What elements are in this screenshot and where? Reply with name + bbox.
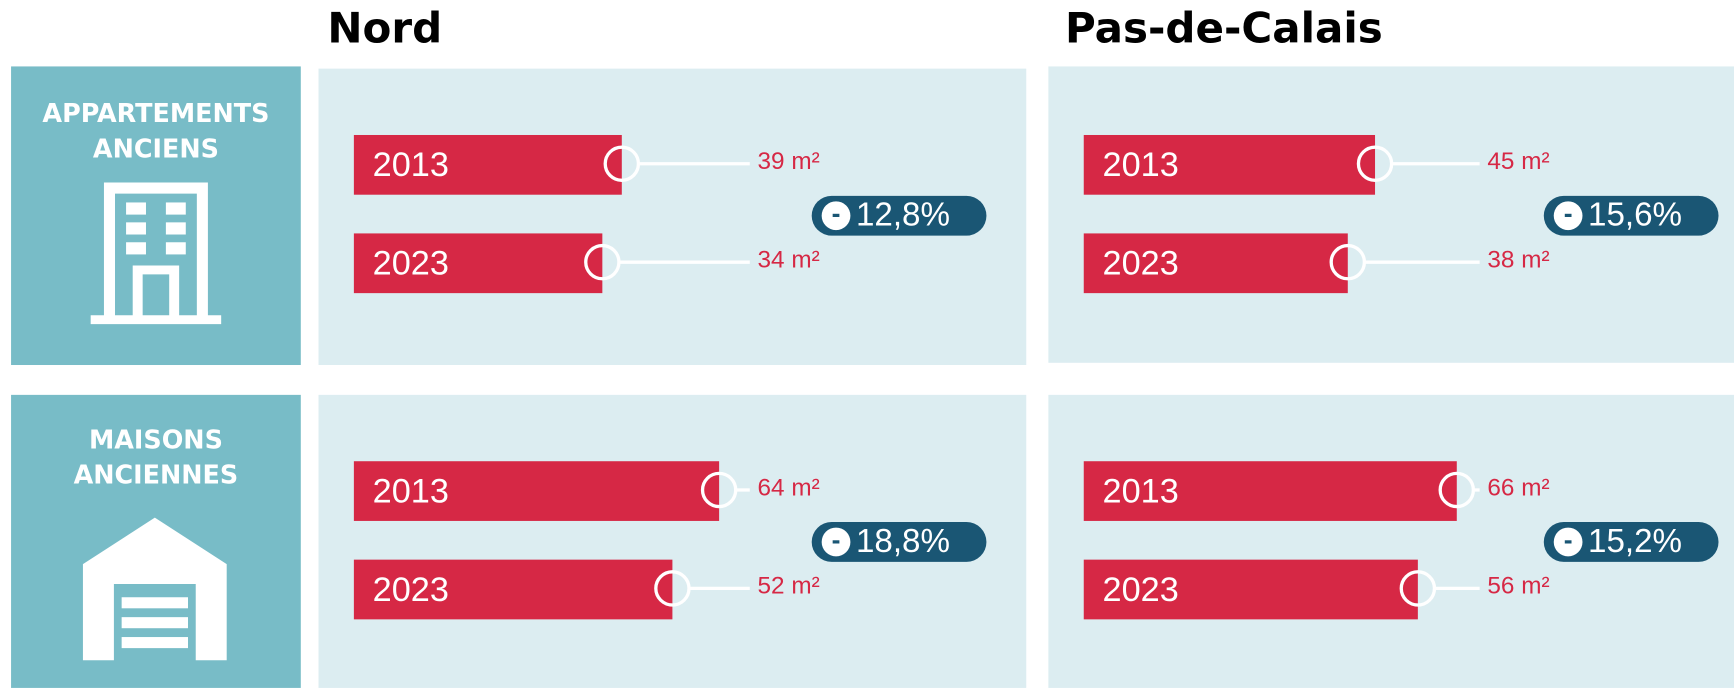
year-label: 2013 — [1103, 146, 1179, 184]
change-label: 15,2% — [1588, 523, 1682, 560]
value-label: 45 m² — [1487, 148, 1549, 175]
sign-badge — [821, 527, 851, 557]
change-sign: - — [832, 525, 841, 555]
change-pill — [811, 195, 987, 236]
value-label: 39 m² — [758, 148, 820, 175]
year-label: 2013 — [373, 472, 449, 510]
change-pill — [811, 522, 987, 562]
house-icon — [82, 517, 227, 661]
category-label: APPARTEMENTS — [42, 98, 269, 128]
year-label: 2023 — [373, 571, 449, 609]
sign-badge — [821, 201, 851, 231]
value-label: 52 m² — [758, 573, 820, 600]
value-label: 56 m² — [1487, 573, 1549, 600]
category-label: MAISONS — [89, 424, 223, 454]
bar-end-marker — [1399, 570, 1437, 607]
bar — [353, 233, 603, 294]
change-pill — [1543, 522, 1719, 562]
change-label: 15,6% — [1588, 197, 1682, 234]
bar-end-marker — [700, 471, 738, 509]
bar-end-marker — [1356, 145, 1394, 182]
year-label: 2023 — [1103, 245, 1179, 283]
bar — [1083, 233, 1348, 294]
change-pill — [1543, 195, 1719, 236]
bar — [1083, 559, 1418, 620]
year-label: 2023 — [1103, 571, 1179, 609]
change-sign: - — [1564, 525, 1573, 555]
year-label: 2013 — [373, 146, 449, 184]
sign-badge — [1553, 201, 1583, 231]
change-sign: - — [1564, 199, 1573, 229]
year-label: 2013 — [1103, 472, 1179, 510]
bar-end-marker — [1329, 243, 1367, 281]
bar-end-marker — [584, 243, 621, 281]
category-label: ANCIENS — [93, 133, 219, 163]
region-title: Pas-de-Calais — [1065, 4, 1383, 53]
change-label: 18,8% — [856, 523, 950, 560]
apartment-icon — [90, 182, 222, 325]
bar — [353, 559, 673, 620]
region-title: Nord — [327, 4, 442, 53]
value-label: 38 m² — [1487, 246, 1549, 273]
bar-end-marker — [603, 145, 641, 182]
value-label: 64 m² — [758, 474, 820, 501]
sign-badge — [1553, 527, 1583, 557]
change-sign: - — [832, 199, 841, 229]
bar — [1083, 461, 1457, 521]
value-label: 66 m² — [1487, 474, 1549, 501]
bar-end-marker — [654, 570, 691, 607]
change-label: 12,8% — [856, 197, 950, 234]
bar — [353, 461, 720, 521]
value-label: 34 m² — [758, 246, 820, 273]
bar-end-marker — [1438, 471, 1476, 509]
bar — [353, 134, 622, 195]
category-label: ANCIENNES — [74, 460, 239, 490]
bar — [1083, 134, 1376, 195]
year-label: 2023 — [373, 245, 449, 283]
